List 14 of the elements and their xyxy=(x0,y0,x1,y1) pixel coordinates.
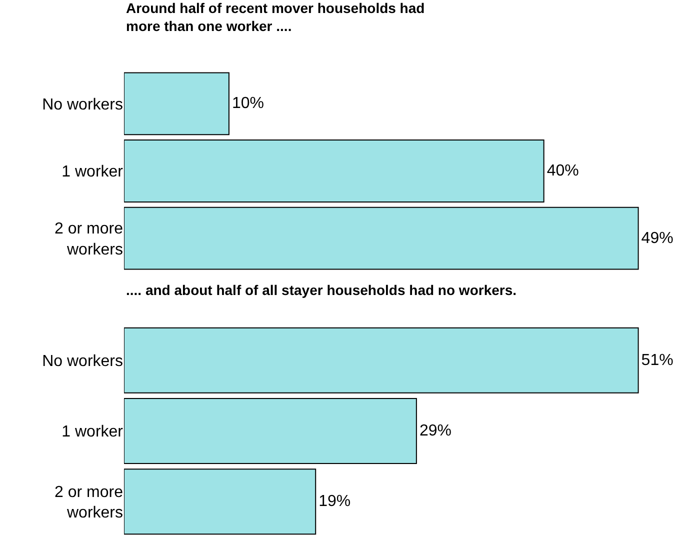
y-tick-label: 2 or more workers xyxy=(54,220,124,258)
y-tick-label: 2 or more workers xyxy=(54,484,124,522)
y-tick-label: No workers xyxy=(42,96,123,114)
data-label: 10% xyxy=(232,95,264,112)
data-label: 29% xyxy=(419,422,452,440)
data-label: 49% xyxy=(641,230,674,247)
y-tick-label: No workers xyxy=(42,352,123,370)
data-label: 40% xyxy=(546,162,579,180)
data-label: 51% xyxy=(641,352,674,369)
y-tick-label: 1 worker xyxy=(62,164,124,181)
chart-title: Around half of recent mover households had more than one worker .... xyxy=(126,0,425,34)
data-label: 19% xyxy=(318,493,351,510)
y-tick-label: 1 worker xyxy=(62,424,124,441)
chart-title: .... and about half of all stayer households had no workers. xyxy=(126,282,517,298)
